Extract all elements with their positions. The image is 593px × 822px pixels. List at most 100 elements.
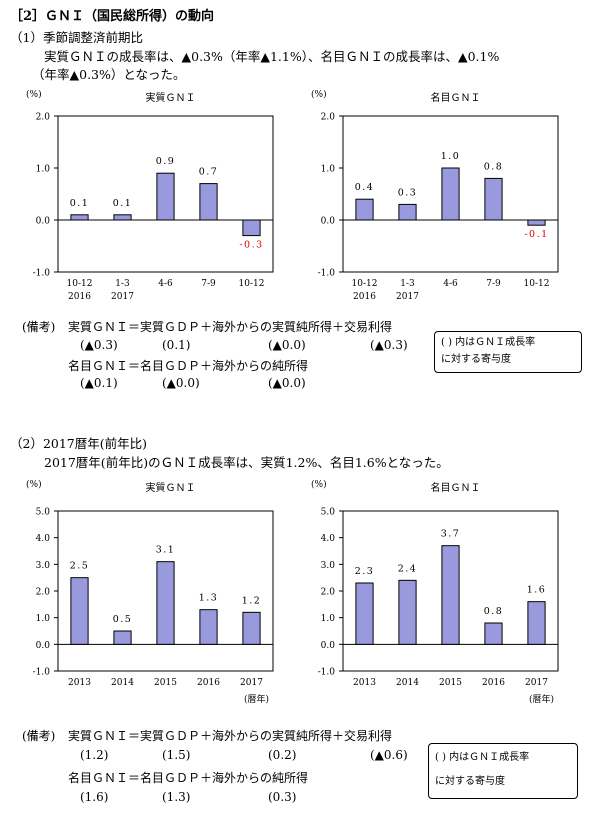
y-tick-label: -1.0 [33,668,51,678]
section1-text-line2: （年率▲0.3%）となった。 [32,67,186,82]
x-tick-label: 2015 [154,678,177,688]
y-tick-label: 0.0 [36,641,51,651]
note2-real-contrib-3: (0.2) [268,748,297,762]
y-tick-label: 1.0 [36,614,51,624]
x-tick-label: 2013 [68,678,91,688]
x-tick-label: 10-12 [352,279,378,289]
chart-title: 実質ＧＮＩ [146,91,196,104]
y-tick-label: 0.0 [36,217,51,227]
section2-title: （2）2017暦年(前年比) [10,436,148,451]
x-tick-label: 4-6 [443,279,458,289]
chart-q-nominal-gni: (%) 名目ＧＮＩ 2.0 1.0 0.0 -1.0 0.4 10-12 2016 0.3 1-3 2… [311,89,559,302]
note1-real-equation: 実質ＧＮＩ＝実質ＧＤＰ＋海外からの実質純所得＋交易利得 [68,320,393,334]
y-tick-label: 2.0 [36,588,51,598]
data-label: 2.4 [398,563,418,574]
y-tick-label: 2.0 [321,588,336,598]
note1-legend-line2: に対する寄与度 [441,354,511,365]
note1-real-contrib-3: (▲0.0) [268,338,306,352]
y-tick-label: 4.0 [321,534,336,544]
y-tick-label: -1.0 [318,668,336,678]
y-unit-label: (%) [311,89,327,100]
x-tick-label: 10-12 [67,279,93,289]
x-tick-label: 2016 [482,678,505,688]
y-tick-label: 1.0 [321,614,336,624]
note2-real-contrib-4: (▲0.6) [370,748,408,762]
note2-legend-box: ( ) 内はＧＮＩ成長率 に対する寄与度 [428,743,578,799]
y-tick-label: 5.0 [321,508,336,518]
note2-legend-line1: ( ) 内はＧＮＩ成長率 [435,752,530,763]
x-year-label: 2016 [68,292,91,302]
bar [242,611,261,645]
x-tick-label: 10-12 [524,279,550,289]
bar [70,577,89,645]
note1-label: (備考) [22,320,56,334]
bar [199,609,218,645]
chart-q-real-gni: (%) 実質ＧＮＩ 2.0 1.0 0.0 -1.0 0.1 10-12 2016 0.1 1-3 2… [26,89,274,302]
bar [398,579,417,645]
data-label: 1.6 [527,585,547,596]
note1-nominal-contrib-2: (▲0.0) [162,376,200,390]
y-tick-label: 2.0 [321,113,336,123]
x-year-label: 2016 [353,292,376,302]
note2-legend-line2: に対する寄与度 [435,776,505,787]
y-unit-label: (%) [26,479,42,490]
x-tick-label: 2014 [396,678,419,688]
note2-real-contrib-1: (1.2) [80,748,109,762]
bar [398,203,417,221]
note2-nominal-contrib-2: (1.3) [162,790,191,804]
data-label: 0.1 [70,198,90,209]
x-tick-label: 2013 [353,678,376,688]
x-tick-label: 1-3 [115,279,130,289]
bar [156,172,175,221]
x-tick-label: 1-3 [400,279,415,289]
bar [355,582,374,645]
x-year-label: 2017 [396,292,419,302]
chart-y-nominal-gni: (%) 名目ＧＮＩ 5.0 4.0 3.0 2.0 1.0 0.0 -1.0 2.3 2013 2.4… [311,479,559,705]
note1-real-contrib-4: (▲0.3) [370,338,408,352]
x-tick-label: 2017 [240,678,263,688]
y-tick-label: 3.0 [36,561,51,571]
bar [70,214,89,221]
y-tick-label: 1.0 [36,165,51,175]
bar [113,630,132,645]
data-label: 1.3 [199,593,219,604]
note1-legend-box: ( ) 内はＧＮＩ成長率 に対する寄与度 [434,331,582,373]
note1-real-contrib-2: (0.1) [162,338,191,352]
note2-label: (備考) [22,729,56,743]
note1-nominal-equation: 名目ＧＮＩ＝名目ＧＤＰ＋海外からの純所得 [68,359,309,373]
bar [441,545,460,645]
data-label: 0.8 [484,161,504,172]
data-label: 0.5 [113,614,133,625]
bar [441,167,460,221]
x-tick-label: 2015 [439,678,462,688]
plot-frame [57,115,274,273]
y-tick-label: 0.0 [321,641,336,651]
note1-nominal-contrib-1: (▲0.1) [80,376,118,390]
x-tick-label: 4-6 [158,279,173,289]
chart-title: 実質ＧＮＩ [146,481,196,494]
data-label: -0.3 [239,240,263,251]
y-unit-label: (%) [311,479,327,490]
data-label: 2.5 [70,561,90,572]
y-tick-label: 3.0 [321,561,336,571]
x-tick-label: 2016 [197,678,220,688]
y-tick-label: 1.0 [321,165,336,175]
bar [527,601,546,645]
bar [355,198,374,221]
data-label: 0.7 [199,167,219,178]
chart-y-real-gni: (%) 実質ＧＮＩ 5.0 4.0 3.0 2.0 1.0 0.0 -1.0 2.5 2013 0.5… [26,479,274,705]
note1-legend-line1: ( ) 内はＧＮＩ成長率 [441,337,536,348]
chart-title: 名目ＧＮＩ [431,91,481,104]
data-label: 1.2 [242,595,262,606]
x-tick-label: 2017 [525,678,548,688]
note2-real-contrib-2: (1.5) [162,748,191,762]
x-tick-label: 7-9 [201,279,216,289]
y-tick-label: 0.0 [321,217,336,227]
chart-title: 名目ＧＮＩ [431,481,481,494]
data-label: 0.1 [113,198,133,209]
plot-frame [342,115,559,273]
data-label: 0.3 [398,187,418,198]
bar [242,219,261,237]
note1-real-contrib-1: (▲0.3) [80,338,118,352]
data-label: 3.7 [441,529,461,540]
